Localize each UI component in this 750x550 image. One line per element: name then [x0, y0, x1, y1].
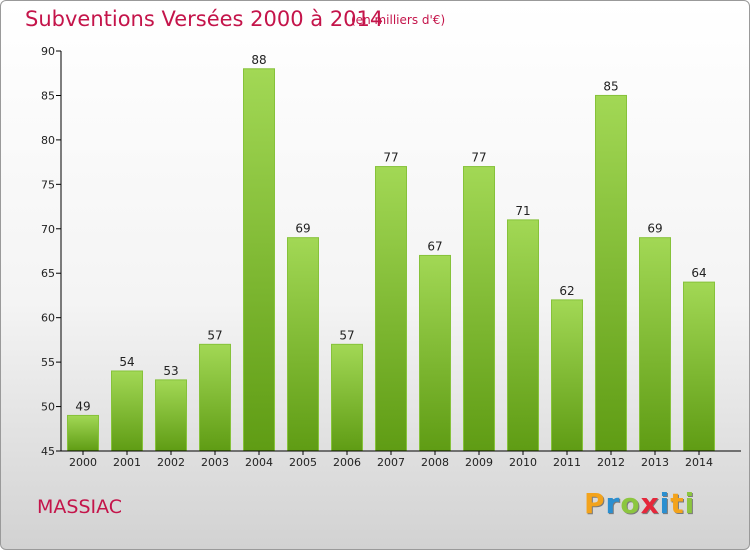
brand-letter: i: [659, 487, 671, 520]
brand-letter: t: [670, 487, 685, 520]
data-label-2014: 64: [691, 266, 706, 280]
bar-2006: [331, 343, 363, 452]
x-tick-label-2007: 2007: [377, 456, 405, 469]
data-label-2000: 49: [75, 399, 90, 413]
bar-2014: [683, 281, 715, 452]
data-label-2011: 62: [559, 284, 574, 298]
y-tick-label-55: 55: [41, 356, 55, 369]
brand-letter: x: [640, 487, 660, 520]
city-name: MASSIAC: [37, 496, 123, 518]
y-tick-label-85: 85: [41, 89, 55, 102]
x-tick-label-2001: 2001: [113, 456, 141, 469]
y-tick-label-45: 45: [41, 445, 55, 458]
data-label-2013: 69: [647, 222, 662, 236]
bar-2011: [551, 299, 583, 452]
chart-unit: (en milliers d'€): [351, 13, 446, 27]
axes-group: 2000 2001 2002 2003 2004 2005 2006 2007 2008 2009…: [41, 45, 741, 469]
y-tick-label-70: 70: [41, 223, 55, 236]
bar-2000: [67, 414, 99, 452]
bar-2001: [111, 370, 143, 452]
data-label-2007: 77: [383, 151, 398, 165]
y-tick-label-50: 50: [41, 401, 55, 414]
brand-logo: Proxiti: [584, 487, 695, 520]
bar-2003: [199, 343, 231, 452]
data-label-2006: 57: [339, 328, 354, 342]
y-tick-label-80: 80: [41, 134, 55, 147]
brand-letter: i: [684, 487, 696, 520]
data-label-2005: 69: [295, 222, 310, 236]
bars-group: 49 54 53 57 88 69 57 77 67 77 71 62 85 69 64: [67, 53, 715, 452]
y-tick-label-75: 75: [41, 178, 55, 191]
x-tick-label-2006: 2006: [333, 456, 361, 469]
brand-letter: r: [605, 487, 621, 520]
bar-2002: [155, 379, 187, 452]
data-label-2001: 54: [119, 355, 134, 369]
bar-2012: [595, 94, 627, 452]
x-tick-label-2004: 2004: [245, 456, 273, 469]
data-label-2012: 85: [603, 79, 618, 93]
data-label-2004: 88: [251, 53, 266, 67]
bar-2013: [639, 237, 671, 452]
bar-2004: [243, 68, 275, 452]
bar-2010: [507, 219, 539, 452]
x-tick-label-2011: 2011: [553, 456, 581, 469]
x-tick-label-2002: 2002: [157, 456, 185, 469]
bar-2007: [375, 166, 407, 452]
x-tick-label-2000: 2000: [69, 456, 97, 469]
data-label-2002: 53: [163, 364, 178, 378]
x-tick-label-2008: 2008: [421, 456, 449, 469]
bar-2009: [463, 166, 495, 452]
data-label-2009: 77: [471, 151, 486, 165]
brand-letter: o: [620, 487, 641, 520]
data-label-2010: 71: [515, 204, 530, 218]
x-tick-label-2005: 2005: [289, 456, 317, 469]
bar-2008: [419, 254, 451, 452]
x-tick-label-2003: 2003: [201, 456, 229, 469]
data-label-2003: 57: [207, 328, 222, 342]
y-tick-label-65: 65: [41, 267, 55, 280]
y-tick-label-60: 60: [41, 312, 55, 325]
x-tick-label-2013: 2013: [641, 456, 669, 469]
x-tick-label-2010: 2010: [509, 456, 537, 469]
y-tick-label-90: 90: [41, 45, 55, 58]
chart-title: Subventions Versées 2000 à 2014: [25, 7, 384, 31]
x-tick-label-2014: 2014: [685, 456, 713, 469]
x-tick-label-2009: 2009: [465, 456, 493, 469]
brand-letter: P: [584, 487, 606, 520]
x-tick-label-2012: 2012: [597, 456, 625, 469]
data-label-2008: 67: [427, 239, 442, 253]
bar-2005: [287, 237, 319, 452]
